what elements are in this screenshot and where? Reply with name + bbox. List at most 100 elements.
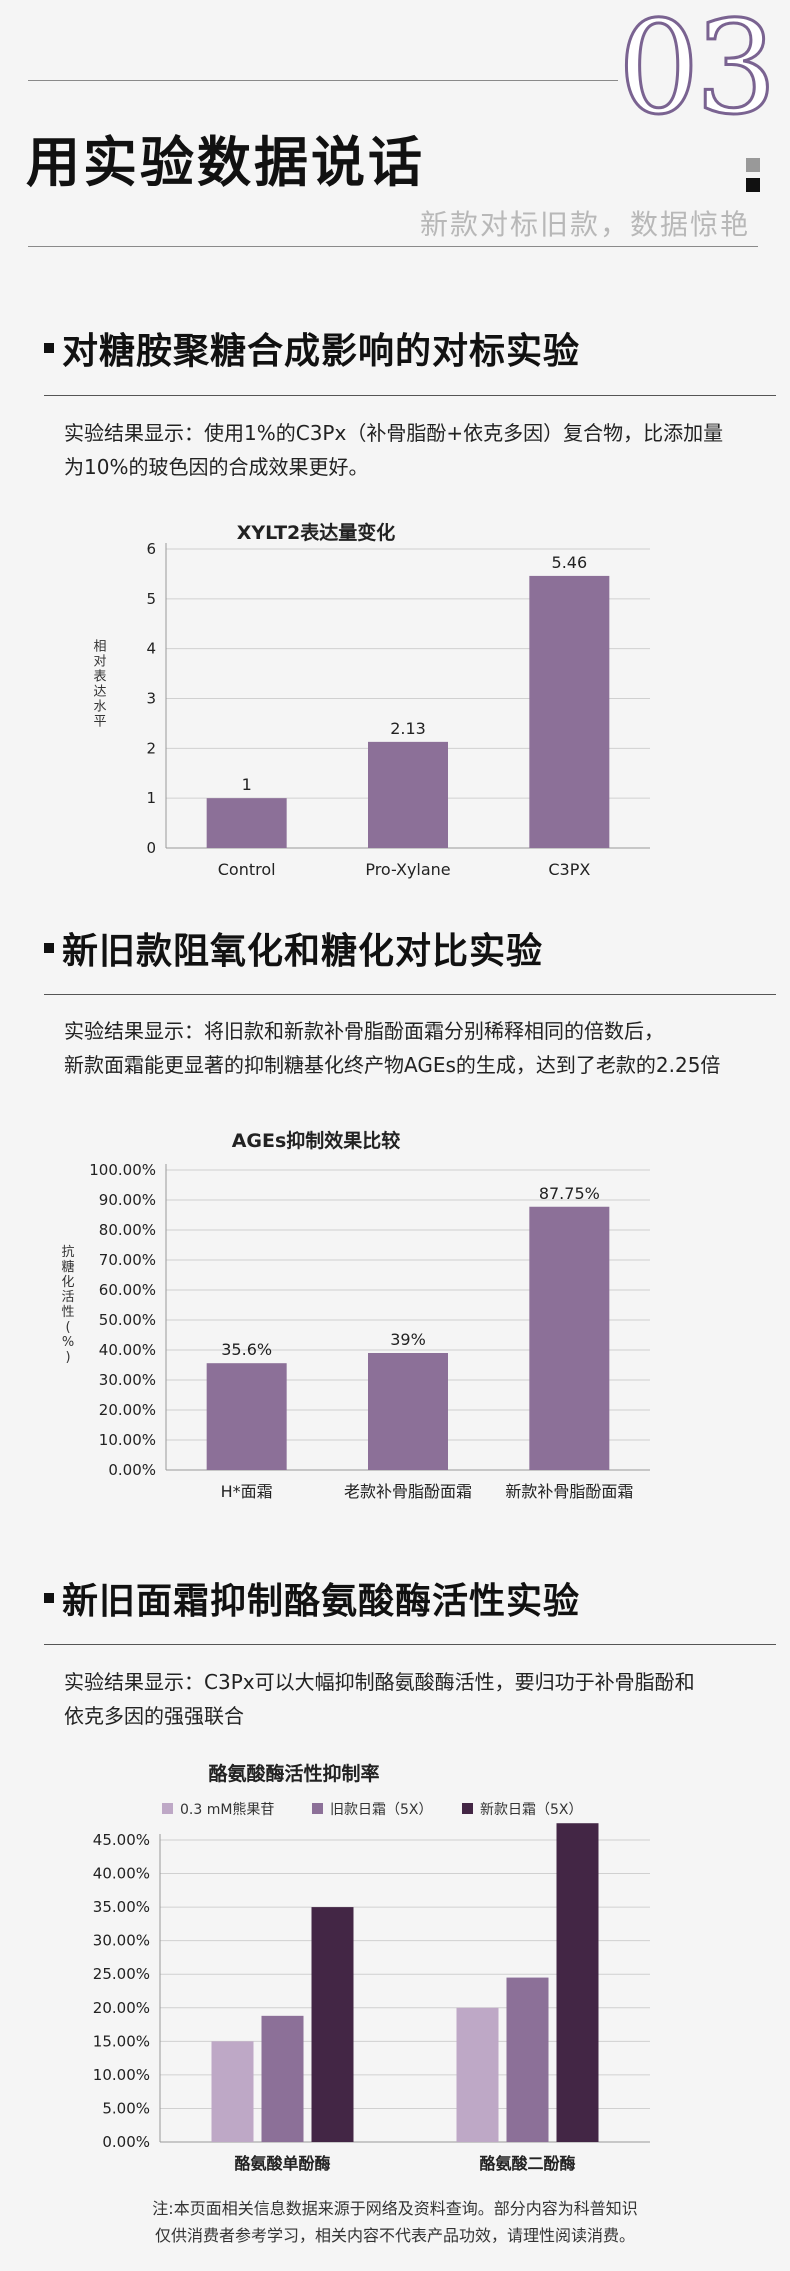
y-tick-label: 80.00% bbox=[99, 1221, 156, 1239]
y-axis-label-char: 相 bbox=[93, 640, 106, 655]
y-tick-label: 20.00% bbox=[93, 1999, 150, 2017]
footer-line: 仅供消费者参考学习，相关内容不代表产品功效，请理性阅读消费。 bbox=[154, 2226, 635, 2245]
desc-line: 为10%的玻色因的合成效果更好。 bbox=[64, 455, 369, 479]
legend-label: 新款日霜（5X） bbox=[480, 1802, 583, 1818]
chart-ages: AGEs抑制效果比较 0.00% 10.00% 20.00% 30.00% 40.00% 5… bbox=[61, 1129, 650, 1501]
bar bbox=[211, 2041, 254, 2142]
y-tick-label: 25.00% bbox=[93, 1965, 150, 1983]
bar bbox=[206, 798, 287, 848]
header-rule-top bbox=[28, 80, 618, 81]
bar bbox=[206, 1363, 287, 1470]
bar bbox=[368, 741, 448, 848]
x-tick-label: Control bbox=[218, 860, 276, 879]
section-number: 03 bbox=[617, 0, 779, 145]
x-tick-label: 新款补骨脂酚面霜 bbox=[505, 1482, 633, 1501]
legend-swatch bbox=[162, 1803, 173, 1814]
bar bbox=[311, 1907, 354, 2142]
x-tick-label: 老款补骨脂酚面霜 bbox=[344, 1482, 472, 1501]
chart-xylt2: XYLT2表达量变化 0 1 2 3 4 5 6 1 Control 2.13 Pro-Xylane 5… bbox=[93, 521, 650, 879]
x-tick-label: 酪氨酸单酚酶 bbox=[234, 2154, 330, 2173]
bar bbox=[456, 2007, 499, 2142]
page-subtitle: 新款对标旧款，数据惊艳 bbox=[420, 208, 751, 241]
desc-line: 实验结果显示：使用1%的C3Px（补骨脂酚+依克多因）复合物，比添加量 bbox=[64, 421, 724, 445]
data-label: 2.13 bbox=[390, 719, 426, 738]
y-tick-label: 4 bbox=[146, 640, 156, 658]
y-axis-label-char: ( bbox=[65, 1320, 70, 1335]
y-axis-label-char: 糖 bbox=[61, 1259, 74, 1275]
y-tick-label: 6 bbox=[146, 540, 156, 558]
bar bbox=[506, 1977, 549, 2142]
section-desc-2: 实验结果显示：将旧款和新款补骨脂酚面霜分别稀释相同的倍数后， 新款面霜能更显著的… bbox=[64, 1014, 720, 1082]
y-axis-label-char: 水 bbox=[93, 700, 106, 715]
y-axis-label-char: ) bbox=[65, 1350, 70, 1365]
y-tick-label: 90.00% bbox=[99, 1191, 156, 1209]
data-label: 87.75% bbox=[539, 1184, 600, 1203]
y-tick-label: 35.00% bbox=[93, 1898, 150, 1916]
y-tick-label: 15.00% bbox=[93, 2032, 150, 2050]
data-label: 1 bbox=[242, 775, 252, 794]
y-tick-label: 0.00% bbox=[108, 1461, 156, 1479]
y-tick-label: 5.00% bbox=[102, 2099, 150, 2117]
section-title-2: 新旧款阻氧化和糖化对比实验 bbox=[62, 931, 544, 972]
bar bbox=[556, 1823, 599, 2142]
y-tick-label: 40.00% bbox=[93, 1865, 150, 1883]
y-tick-label: 40.00% bbox=[99, 1341, 156, 1359]
y-tick-label: 30.00% bbox=[99, 1371, 156, 1389]
chart-title: 酪氨酸酶活性抑制率 bbox=[208, 1762, 379, 1785]
bar bbox=[529, 1206, 610, 1470]
y-tick-label: 10.00% bbox=[93, 2066, 150, 2084]
section-rule bbox=[44, 994, 776, 995]
legend-swatch bbox=[462, 1803, 473, 1814]
y-tick-label: 20.00% bbox=[99, 1401, 156, 1419]
y-tick-label: 2 bbox=[146, 739, 156, 757]
y-tick-label: 60.00% bbox=[99, 1281, 156, 1299]
x-tick-label: 酪氨酸二酚酶 bbox=[479, 2154, 575, 2173]
section-desc-1: 实验结果显示：使用1%的C3Px（补骨脂酚+依克多因）复合物，比添加量 为10%… bbox=[64, 416, 723, 484]
data-label: 5.46 bbox=[552, 553, 588, 572]
legend-label: 0.3 mM熊果苷 bbox=[180, 1802, 274, 1818]
section-rule bbox=[44, 1644, 776, 1645]
desc-line: 实验结果显示：将旧款和新款补骨脂酚面霜分别稀释相同的倍数后， bbox=[64, 1019, 664, 1043]
y-tick-label: 10.00% bbox=[99, 1431, 156, 1449]
x-tick-label: C3PX bbox=[548, 860, 590, 879]
decor-square-black bbox=[746, 178, 760, 192]
y-axis-label-char: 活 bbox=[61, 1290, 74, 1305]
y-axis-label-char: 化 bbox=[61, 1275, 74, 1290]
decor-square-grey bbox=[746, 158, 760, 172]
y-axis-label-char: 表 bbox=[93, 670, 106, 685]
y-axis-label-char: 平 bbox=[93, 715, 106, 730]
section-bullet bbox=[44, 343, 54, 353]
chart-tyrosinase: 酪氨酸酶活性抑制率 0.00% 5.00% 10.00% 15.00% 20.00% 25.… bbox=[93, 1762, 650, 2173]
footer-line: 注:本页面相关信息数据来源于网络及资料查询。部分内容为科普知识 bbox=[152, 2199, 638, 2218]
y-axis-label-char: 抗 bbox=[61, 1245, 74, 1260]
y-tick-label: 5 bbox=[146, 590, 156, 608]
chart-title: AGEs抑制效果比较 bbox=[232, 1129, 401, 1152]
desc-line: 实验结果显示：C3Px可以大幅抑制酪氨酸酶活性，要归功于补骨脂酚和 bbox=[64, 1670, 695, 1694]
section-title-3: 新旧面霜抑制酪氨酸酶活性实验 bbox=[62, 1581, 581, 1622]
y-tick-label: 70.00% bbox=[99, 1251, 156, 1269]
desc-line: 依克多因的强强联合 bbox=[64, 1704, 244, 1728]
data-label: 35.6% bbox=[221, 1340, 272, 1359]
x-tick-label: Pro-Xylane bbox=[365, 860, 450, 879]
y-tick-label: 3 bbox=[146, 690, 156, 708]
y-axis-label-char: 达 bbox=[93, 685, 106, 700]
section-rule bbox=[44, 395, 776, 396]
legend-label: 旧款日霜（5X） bbox=[330, 1802, 433, 1818]
chart-title: XYLT2表达量变化 bbox=[237, 521, 396, 544]
y-axis-label-char: % bbox=[62, 1335, 74, 1350]
x-tick-label: H*面霜 bbox=[221, 1482, 273, 1501]
desc-line: 新款面霜能更显著的抑制糖基化终产物AGEs的生成，达到了老款的2.25倍 bbox=[64, 1053, 721, 1077]
y-tick-label: 50.00% bbox=[99, 1311, 156, 1329]
page-title: 用实验数据说话 bbox=[26, 131, 425, 194]
footer-note: 注:本页面相关信息数据来源于网络及资料查询。部分内容为科普知识 仅供消费者参考学… bbox=[0, 2195, 790, 2249]
y-tick-label: 100.00% bbox=[89, 1161, 156, 1179]
y-tick-label: 1 bbox=[146, 789, 156, 807]
section-bullet bbox=[44, 943, 54, 953]
bar bbox=[368, 1353, 448, 1470]
y-axis-label-char: 对 bbox=[93, 655, 106, 670]
section-bullet bbox=[44, 1593, 54, 1603]
section-desc-3: 实验结果显示：C3Px可以大幅抑制酪氨酸酶活性，要归功于补骨脂酚和 依克多因的强… bbox=[64, 1665, 695, 1733]
y-axis-label-char: 性 bbox=[61, 1305, 74, 1320]
bar bbox=[261, 2015, 304, 2142]
data-label: 39% bbox=[390, 1330, 426, 1349]
